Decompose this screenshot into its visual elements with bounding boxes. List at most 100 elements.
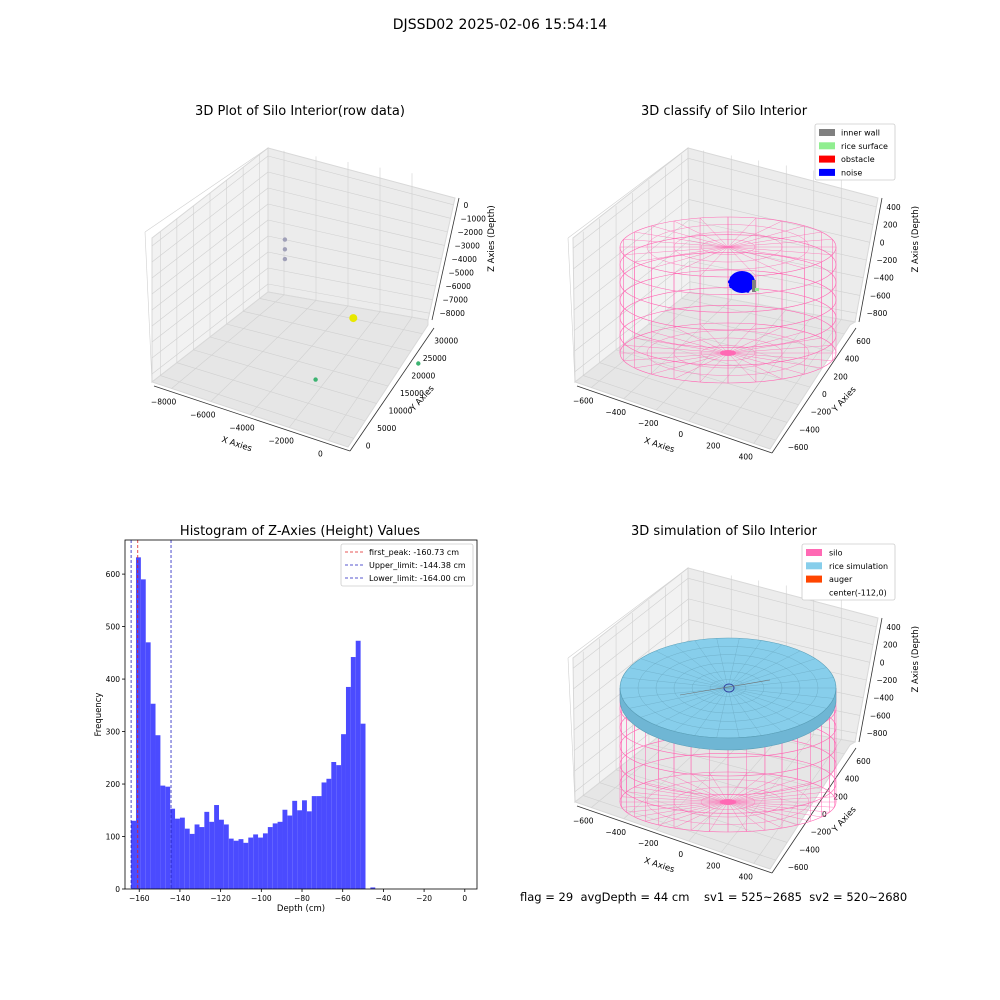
p1-x-tick: −6000	[190, 411, 216, 420]
p1-x-label: X Axies	[220, 435, 253, 454]
hist-legend-label-1: Upper_limit: -144.38 cm	[369, 561, 466, 570]
hist-bar-20	[229, 839, 234, 889]
p4-legend-label-0: silo	[829, 549, 843, 558]
p4-legend-label-2: auger	[829, 575, 853, 584]
p2-y-tick: 200	[833, 372, 848, 381]
p2-legend-label-2: obstacle	[841, 155, 875, 164]
hist-y-tick-3: 300	[106, 728, 121, 737]
p4-legend-swatch-0	[806, 549, 822, 556]
hist-legend-label-0: first_peak: -160.73 cm	[369, 548, 459, 557]
p4-silo-center-mark	[720, 799, 736, 805]
p1-z-tick: −1000	[461, 214, 487, 223]
p2-x-label: X Axies	[643, 436, 676, 455]
hist-y-tick-4: 400	[106, 675, 121, 684]
hist-bar-11	[185, 829, 190, 889]
hist-y-label: Frequency	[94, 693, 104, 737]
hist-bar-1	[136, 557, 141, 889]
p2-legend-label-3: noise	[841, 168, 862, 177]
p1-z-tick: −5000	[449, 269, 475, 278]
p1-point-2	[283, 257, 287, 261]
p1-point-4	[313, 377, 317, 381]
hist-x-tick-6: −40	[375, 894, 391, 903]
hist-bar-30	[278, 822, 283, 889]
p2-x-tick: −200	[638, 419, 659, 428]
hist-x-tick-8: 0	[462, 894, 467, 903]
hist-bar-45	[351, 657, 356, 889]
p1-point-3	[349, 314, 357, 322]
p1-y-tick: 5000	[377, 424, 396, 433]
p2-rice-surface-points	[755, 288, 759, 291]
p2-y-tick: −600	[788, 443, 809, 452]
p2-z-tick: 0	[880, 238, 885, 247]
hist-bar-35	[302, 800, 307, 889]
hist-bar-12	[190, 834, 195, 889]
p4-x-tick: −600	[573, 817, 594, 826]
hist-bar-14	[199, 827, 204, 889]
hist-x-label: Depth (cm)	[277, 904, 325, 914]
status-line: flag = 29 avgDepth = 44 cm sv1 = 525~268…	[520, 890, 907, 904]
p2-legend-swatch-3	[819, 169, 835, 176]
p4-legend-label-3: center(-112,0)	[829, 588, 887, 597]
p2-x-tick: 0	[678, 430, 683, 439]
p2-legend-swatch-2	[819, 156, 835, 163]
p1-x-tick: 0	[318, 450, 323, 459]
p4-y-tick: −200	[811, 828, 832, 837]
p1-point-1	[283, 247, 287, 251]
p2-legend-swatch-0	[819, 129, 835, 136]
p1-z-tick: 0	[464, 201, 469, 210]
hist-x-tick-3: −100	[251, 894, 272, 903]
hist-bar-15	[204, 812, 209, 889]
p1-point-5	[416, 361, 420, 365]
p4-z-tick: 400	[886, 623, 901, 632]
hist-bar-3	[146, 642, 151, 889]
p4-y-tick: −400	[799, 845, 820, 854]
hist-bar-2	[141, 579, 146, 889]
p4-x-tick: −400	[605, 828, 626, 837]
p4-z-label: Z Axies (Depth)	[911, 626, 921, 693]
hist-bar-5	[156, 735, 161, 889]
hist-bar-33	[292, 801, 297, 889]
p2-y-tick: −400	[799, 425, 820, 434]
hist-bar-34	[297, 810, 302, 889]
p4-legend-label-1: rice simulation	[829, 562, 888, 571]
hist-x-tick-1: −140	[170, 894, 191, 903]
p2-y-label: Y Axies	[830, 384, 859, 415]
p4-z-tick: 0	[880, 658, 885, 667]
p4-z-tick: 200	[883, 641, 898, 650]
hist-bar-25	[253, 834, 258, 889]
p2-legend-label-1: rice surface	[841, 142, 888, 151]
hist-bar-19	[224, 824, 229, 889]
p2-z-tick: −400	[873, 274, 894, 283]
p4-z-tick: −800	[867, 729, 888, 738]
p2-legend-label-0: inner wall	[841, 129, 880, 138]
p2-z-tick: 400	[886, 203, 901, 212]
p1-y-tick: 0	[366, 441, 371, 450]
p2-z-tick: −800	[867, 309, 888, 318]
p1-edge2	[145, 232, 152, 382]
p4-y-tick: −600	[788, 863, 809, 872]
p2-y-tick: 0	[822, 390, 827, 399]
hist-x-tick-0: −160	[129, 894, 150, 903]
hist-bar-31	[282, 810, 287, 889]
hist-bar-21	[234, 841, 239, 889]
hist-bar-39	[322, 782, 327, 889]
hist-legend-label-2: Lower_limit: -164.00 cm	[369, 574, 466, 583]
p1-x-tick: −8000	[151, 398, 177, 407]
hist-bar-16	[209, 822, 214, 889]
p4-x-tick: 0	[678, 850, 683, 859]
p4-y-tick: 400	[845, 775, 860, 784]
p2-z-tick: −200	[877, 256, 898, 265]
p2-y-tick: −200	[811, 408, 832, 417]
p4-x-tick: 200	[706, 861, 721, 870]
p4-z-tick: −400	[873, 694, 894, 703]
p1-pane-back	[268, 148, 455, 320]
hist-bar-9	[175, 819, 180, 889]
hist-bar-28	[268, 827, 273, 889]
p2-x-tick: −600	[573, 397, 594, 406]
p4-x-tick: 400	[739, 872, 754, 881]
p2-x-tick: 200	[706, 441, 721, 450]
hist-bar-29	[273, 823, 278, 889]
p4-y-tick: 600	[856, 757, 871, 766]
p4-legend-swatch-2	[806, 576, 822, 583]
p4-y-label: Y Axies	[830, 804, 859, 835]
